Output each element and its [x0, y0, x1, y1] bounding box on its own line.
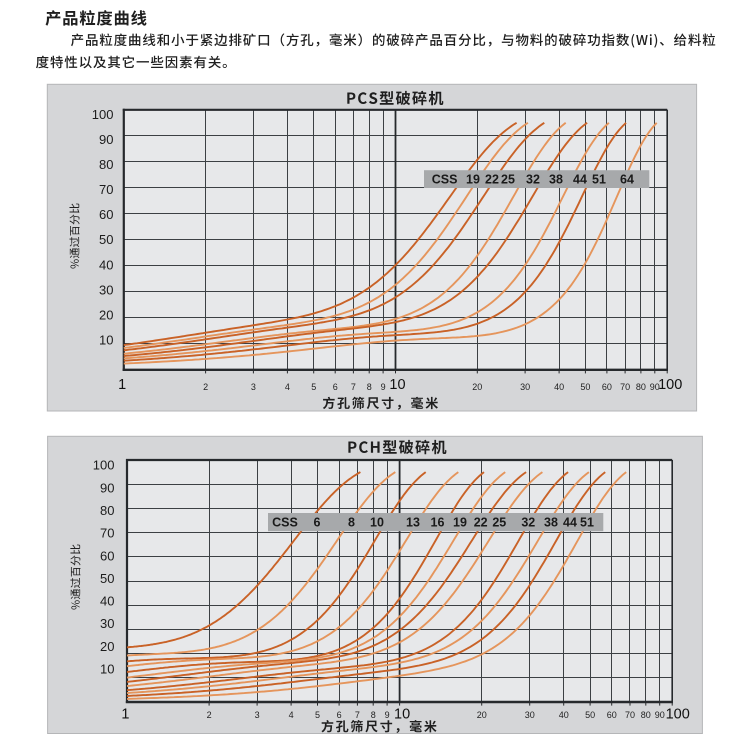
svg-text:50: 50	[100, 571, 114, 586]
svg-text:40: 40	[100, 594, 114, 609]
svg-text:100: 100	[666, 707, 690, 723]
svg-text:20: 20	[100, 639, 114, 654]
svg-text:30: 30	[520, 382, 530, 392]
svg-text:CSS: CSS	[272, 515, 298, 529]
svg-text:9: 9	[385, 710, 390, 720]
svg-text:100: 100	[92, 107, 114, 122]
svg-text:4: 4	[289, 710, 294, 720]
svg-text:8: 8	[371, 710, 376, 720]
svg-text:32: 32	[526, 172, 540, 186]
svg-text:25: 25	[501, 172, 515, 186]
svg-text:5: 5	[311, 382, 316, 392]
svg-text:5: 5	[315, 710, 320, 720]
svg-text:9: 9	[381, 382, 386, 392]
svg-text:3: 3	[251, 382, 256, 392]
svg-text:70: 70	[99, 182, 113, 197]
svg-text:80: 80	[100, 503, 114, 518]
svg-text:44: 44	[573, 172, 587, 186]
svg-text:40: 40	[559, 710, 569, 720]
svg-text:70: 70	[100, 526, 114, 541]
svg-text:10: 10	[394, 707, 410, 723]
svg-text:6: 6	[337, 710, 342, 720]
svg-text:70: 70	[625, 710, 635, 720]
svg-text:2: 2	[207, 710, 212, 720]
svg-text:100: 100	[658, 377, 682, 393]
svg-text:51: 51	[592, 172, 606, 186]
svg-text:25: 25	[492, 515, 506, 529]
svg-text:CSS: CSS	[432, 172, 458, 186]
svg-text:38: 38	[549, 172, 563, 186]
svg-text:50: 50	[585, 710, 595, 720]
svg-text:6: 6	[333, 382, 338, 392]
svg-text:70: 70	[620, 382, 630, 392]
svg-text:60: 60	[602, 382, 612, 392]
svg-text:16: 16	[431, 515, 445, 529]
svg-text:1: 1	[118, 377, 126, 393]
svg-text:10: 10	[99, 333, 113, 348]
svg-text:90: 90	[650, 382, 660, 392]
svg-text:90: 90	[655, 710, 665, 720]
svg-text:22: 22	[474, 515, 488, 529]
svg-text:30: 30	[100, 616, 114, 631]
svg-text:1: 1	[121, 707, 129, 723]
svg-text:10: 10	[100, 662, 114, 677]
svg-text:4: 4	[285, 382, 290, 392]
svg-text:40: 40	[554, 382, 564, 392]
svg-text:20: 20	[477, 710, 487, 720]
svg-text:3: 3	[255, 710, 260, 720]
svg-text:80: 80	[99, 157, 113, 172]
svg-text:7: 7	[355, 710, 360, 720]
svg-text:8: 8	[348, 515, 355, 529]
svg-text:51: 51	[580, 515, 594, 529]
svg-text:50: 50	[99, 232, 113, 247]
svg-text:6: 6	[314, 515, 321, 529]
svg-text:50: 50	[580, 382, 590, 392]
svg-text:20: 20	[472, 382, 482, 392]
svg-text:38: 38	[544, 515, 558, 529]
svg-text:100: 100	[93, 458, 115, 473]
svg-text:44: 44	[563, 515, 577, 529]
svg-text:19: 19	[453, 515, 467, 529]
svg-text:90: 90	[100, 480, 114, 495]
svg-text:40: 40	[99, 257, 113, 272]
svg-text:30: 30	[525, 710, 535, 720]
svg-text:13: 13	[406, 515, 420, 529]
svg-text:60: 60	[99, 207, 113, 222]
svg-text:60: 60	[607, 710, 617, 720]
svg-text:80: 80	[636, 382, 646, 392]
svg-text:2: 2	[203, 382, 208, 392]
svg-text:60: 60	[100, 548, 114, 563]
svg-text:20: 20	[99, 308, 113, 323]
svg-text:30: 30	[99, 282, 113, 297]
svg-text:64: 64	[620, 172, 634, 186]
svg-text:8: 8	[367, 382, 372, 392]
svg-text:22: 22	[485, 172, 499, 186]
svg-text:10: 10	[370, 515, 384, 529]
svg-text:19: 19	[466, 172, 480, 186]
svg-text:90: 90	[99, 132, 113, 147]
svg-text:7: 7	[351, 382, 356, 392]
svg-text:10: 10	[389, 377, 405, 393]
svg-text:32: 32	[521, 515, 535, 529]
svg-text:80: 80	[641, 710, 651, 720]
